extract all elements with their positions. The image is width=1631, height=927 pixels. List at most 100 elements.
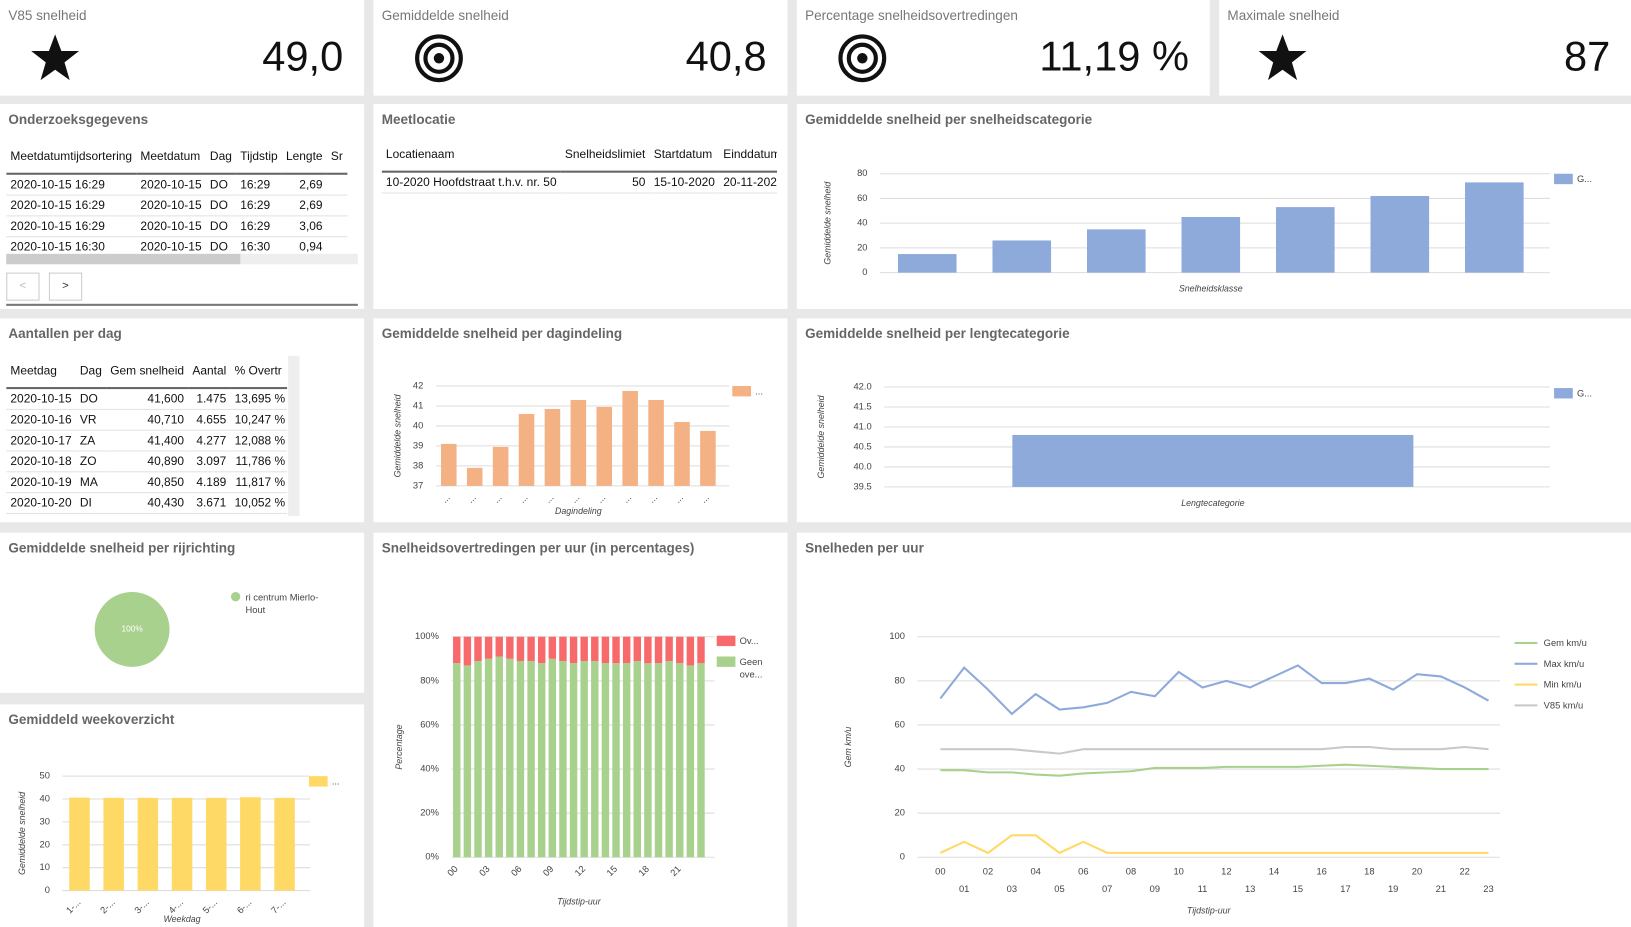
x-tick-label: ... <box>621 492 634 505</box>
y-tick-label: 39 <box>413 440 423 450</box>
legend: G... <box>1554 387 1627 408</box>
chart-panel: Snelheidsovertredingen per uur (in perce… <box>373 532 788 927</box>
bar <box>171 797 193 891</box>
x-tick-label: 4-... <box>167 897 185 915</box>
table-cell: 2020-10-15 16:29 <box>6 173 137 196</box>
legend-swatch <box>1554 388 1573 399</box>
bar-segment <box>495 636 503 657</box>
bar-segment <box>453 663 461 858</box>
legend-item: V85 km/u <box>1514 699 1619 711</box>
table-box: Meetdatumtijdsortering Meetdatum Dag Tijdst… <box>6 141 358 254</box>
table-cell: 2020-10-15 <box>136 173 206 196</box>
bar <box>1012 434 1414 487</box>
x-axis-label: Lengtecategorie <box>1181 498 1244 508</box>
panel-title: Aantallen per dag <box>8 325 122 342</box>
x-axis-label: Tijdstip-uur <box>557 896 602 906</box>
column-header: Meetdag <box>6 355 76 390</box>
bar-segment <box>569 636 578 664</box>
next-button[interactable]: > <box>48 272 83 301</box>
column-header: Sr <box>326 141 348 175</box>
table-cell: 16:29 <box>236 195 282 217</box>
prev-button[interactable]: < <box>6 272 40 301</box>
y-tick-label: 60% <box>420 719 439 729</box>
legend-item: Max km/u <box>1514 658 1619 670</box>
legend: ... <box>732 385 774 406</box>
bar-segment <box>644 663 652 858</box>
y-tick-label: 50 <box>40 771 50 781</box>
bar-segment <box>516 636 525 661</box>
x-tick-label: 09 <box>541 864 555 878</box>
header-row: Meetdatumtijdsortering Meetdatum Dag Tijdst… <box>6 141 348 175</box>
y-tick-label: 20 <box>857 242 867 252</box>
kpi-value: 40,8 <box>685 34 767 81</box>
legend-label: Min km/u <box>1543 679 1582 690</box>
x-tick-label: 1-... <box>64 897 82 915</box>
y-tick-label: 41 <box>413 400 423 410</box>
x-tick-label: ... <box>569 492 582 505</box>
y-tick-label: 40 <box>895 764 905 774</box>
bar <box>69 797 90 891</box>
bar <box>570 399 587 486</box>
table-cell: 10-2020 Hoofdstraat t.h.v. nr. 50 <box>381 171 561 194</box>
table-cell: 2020-10-15 16:30 <box>6 236 137 254</box>
legend-item: Min km/u <box>1514 678 1619 690</box>
x-tick-label: 6-... <box>235 897 253 915</box>
y-axis-label: Gemiddelde snelheid <box>816 394 826 478</box>
slice-label: 100% <box>121 624 143 634</box>
bar-segment <box>612 636 620 664</box>
bar-segment <box>601 636 610 664</box>
table-cell: ZO <box>75 451 107 473</box>
x-tick-label: 08 <box>1126 866 1136 876</box>
y-tick-label: 40 <box>40 793 50 803</box>
x-tick-label: ... <box>517 492 530 505</box>
x-tick-label: 01 <box>959 884 969 894</box>
table-cell: 4.655 <box>188 409 231 431</box>
bar <box>137 797 159 891</box>
legend-label: Geen ove... <box>739 656 763 680</box>
kpi-title: Gemiddelde snelheid <box>381 7 509 23</box>
x-tick-label: 7-... <box>269 897 287 915</box>
table-row: 2020-10-20 DI 40,430 3.671 10,052 % <box>6 492 288 514</box>
bar-segment <box>453 636 461 664</box>
y-tick-label: 38 <box>413 460 423 470</box>
bar-segment <box>686 636 695 666</box>
legend-label: ... <box>331 776 340 787</box>
legend: ri centrum Mierlo-Hout <box>230 591 325 624</box>
table-cell: 40,850 <box>106 471 189 494</box>
table-row: 2020-10-15 DO 41,600 1.475 13,695 % <box>6 388 288 410</box>
table-cell: VR <box>75 409 107 431</box>
table-cell: 15-10-2020 <box>649 171 720 194</box>
table-row: 2020-10-15 16:29 2020-10-15 DO 16:29 2,69 <box>6 173 348 196</box>
legend-swatch <box>716 656 736 667</box>
y-tick-label: 80% <box>420 675 439 685</box>
table-cell: 2020-10-20 <box>6 492 76 514</box>
table-cell: 4.189 <box>188 471 231 494</box>
chart: 100% <box>94 591 170 667</box>
line <box>940 745 1489 755</box>
y-tick-label: 40 <box>857 218 867 228</box>
x-tick-label: 06 <box>509 864 523 878</box>
target-icon <box>415 34 463 83</box>
legend: Ov... Geen ove... <box>716 635 774 689</box>
table-row: 2020-10-15 16:29 2020-10-15 DO 16:29 2,69 <box>6 195 348 217</box>
bar-segment <box>484 636 493 659</box>
star-icon <box>31 34 80 81</box>
x-tick-label: 07 <box>1102 884 1112 894</box>
column-header: Meetdatum <box>136 141 206 175</box>
x-axis-label: Tijdstip-uur <box>1187 906 1232 916</box>
kpi-value: 49,0 <box>262 34 344 81</box>
header-row: Meetdag Dag Gem snelheid Aantal% Overtr <box>6 355 288 390</box>
legend: G... <box>1554 173 1627 194</box>
bar <box>518 413 535 486</box>
table-row: 2020-10-18 ZO 40,890 3.097 11,786 % <box>6 451 288 473</box>
x-tick-label: 05 <box>1054 884 1064 894</box>
table-cell: 2020-10-18 <box>6 451 76 473</box>
column-header: Gem snelheid <box>106 355 189 390</box>
column-header: Snelheidslimiet <box>560 139 650 173</box>
table-cell: 2020-10-19 <box>6 471 76 494</box>
bar-segment <box>676 636 684 664</box>
chart-panel: Snelheden per uur 0 20 40 60 80 100 00 01 02 03 04… <box>796 532 1631 927</box>
y-tick-label: 40.5 <box>853 441 871 451</box>
table-cell: 10,052 % <box>230 492 288 514</box>
bar-segment <box>697 636 705 664</box>
